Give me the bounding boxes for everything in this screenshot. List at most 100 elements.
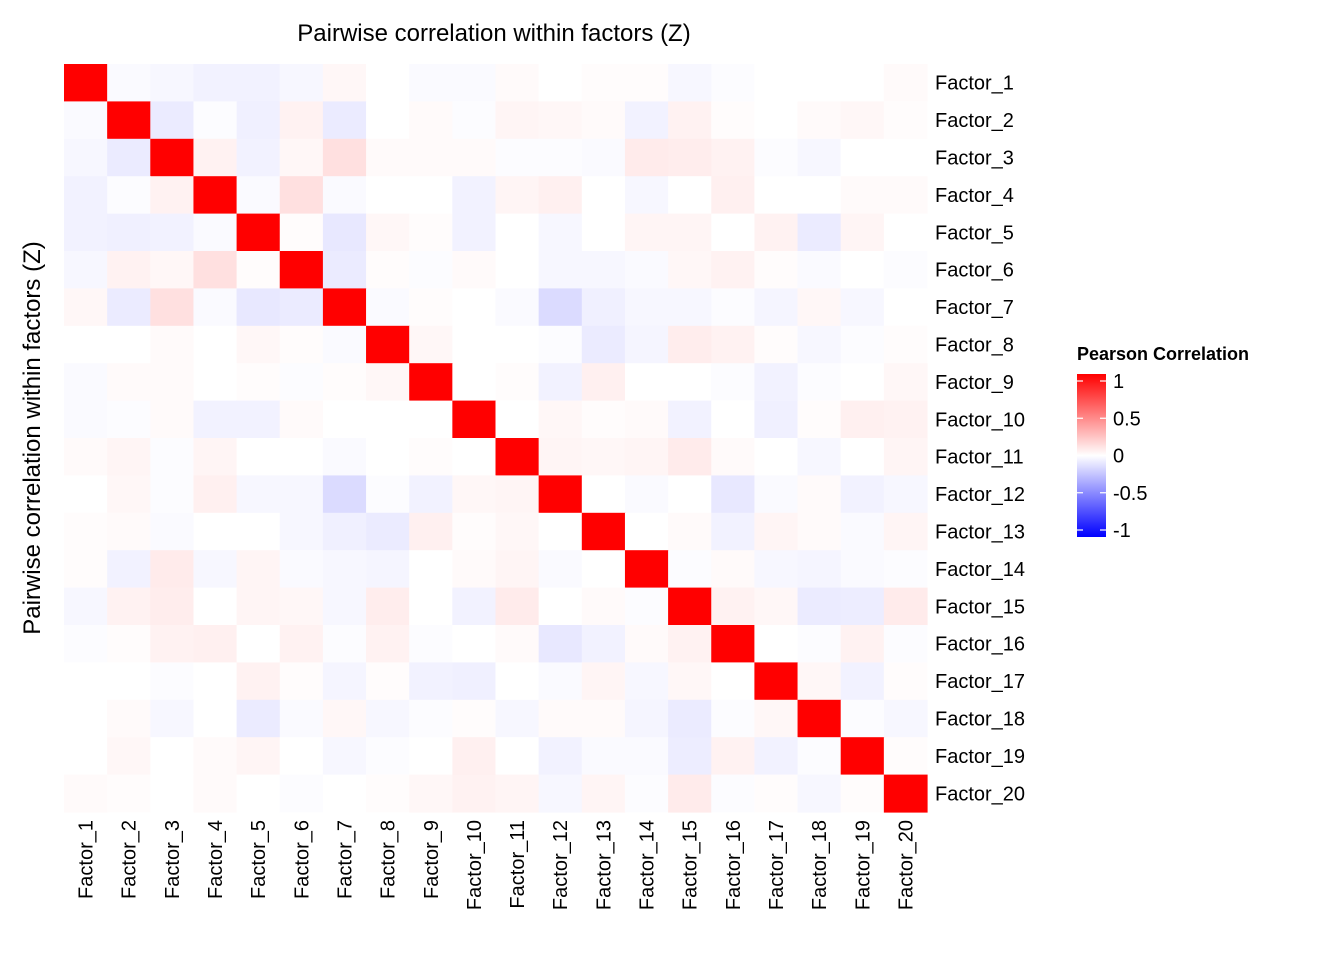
heatmap-cell — [236, 176, 281, 215]
heatmap-cell — [64, 363, 108, 402]
heatmap-cell — [538, 737, 583, 776]
x-tick-label: Factor_12 — [550, 820, 572, 910]
heatmap-cell — [624, 475, 669, 514]
heatmap-cell — [279, 512, 324, 551]
heatmap-cell — [668, 363, 712, 402]
heatmap-cell — [150, 512, 195, 551]
heatmap-cell — [495, 662, 540, 701]
heatmap-cell — [495, 288, 540, 327]
heatmap-cell — [279, 213, 324, 252]
heatmap-cell — [538, 363, 583, 402]
heatmap-cell — [495, 699, 540, 738]
heatmap-cell — [581, 213, 626, 252]
heatmap-cell — [711, 325, 755, 364]
heatmap-cell — [538, 699, 583, 738]
heatmap-cells — [64, 64, 928, 813]
heatmap-cell — [538, 512, 583, 551]
heatmap-cell — [711, 737, 755, 776]
heatmap-cell — [107, 475, 151, 514]
heatmap-cell — [538, 213, 583, 252]
heatmap-cell — [150, 325, 195, 364]
heatmap-cell — [840, 101, 885, 140]
heatmap-cell — [107, 699, 151, 738]
heatmap-cell — [668, 737, 712, 776]
heatmap-cell — [236, 550, 281, 589]
heatmap-cell — [150, 101, 195, 140]
heatmap-cell — [668, 587, 712, 626]
heatmap-cell — [840, 288, 885, 327]
heatmap-cell — [581, 400, 626, 439]
heatmap-cell — [150, 251, 195, 289]
heatmap-cell — [754, 737, 799, 776]
heatmap-cell — [322, 512, 367, 551]
heatmap-cell — [495, 512, 540, 551]
heatmap-cell — [538, 662, 583, 701]
legend-tick-label: 1 — [1113, 371, 1124, 393]
heatmap-cell — [495, 774, 540, 813]
heatmap-cell — [236, 101, 281, 140]
heatmap-cell — [581, 101, 626, 140]
heatmap-cell — [409, 325, 453, 364]
heatmap-cell — [581, 363, 626, 402]
heatmap-cell — [581, 251, 626, 289]
heatmap-cell — [711, 251, 755, 289]
heatmap-cell — [797, 101, 842, 140]
heatmap-cell — [624, 400, 669, 439]
heatmap-cell — [495, 325, 540, 364]
heatmap-cell — [883, 625, 928, 663]
x-tick-label: Factor_14 — [637, 820, 659, 910]
heatmap-cell — [495, 213, 540, 252]
heatmap-cell — [883, 662, 928, 701]
heatmap-cell — [150, 550, 195, 589]
heatmap-cell — [64, 737, 108, 776]
y-tick-labels: Factor_1 Factor_2 Factor_3 Factor_4 Factor_5… — [935, 73, 1025, 806]
heatmap-cell — [409, 512, 453, 551]
y-tick-label: Factor_8 — [935, 335, 1014, 357]
heatmap-cell — [581, 475, 626, 514]
heatmap-cell — [668, 138, 712, 177]
heatmap-cell — [366, 550, 410, 589]
heatmap-cell — [624, 699, 669, 738]
heatmap-cell — [279, 475, 324, 514]
heatmap-cell — [581, 662, 626, 701]
heatmap-cell — [322, 101, 367, 140]
heatmap-cell — [64, 325, 108, 364]
heatmap-cell — [797, 325, 842, 364]
heatmap-cell — [409, 101, 453, 140]
heatmap-cell — [754, 176, 799, 215]
heatmap-cell — [64, 438, 108, 476]
chart-title: Pairwise correlation within factors (Z) — [297, 20, 690, 47]
heatmap-cell — [495, 363, 540, 402]
heatmap-cell — [711, 475, 755, 514]
heatmap-cell — [366, 213, 410, 252]
heatmap-cell — [236, 138, 281, 177]
heatmap-cell — [409, 587, 453, 626]
x-tick-label: Factor_20 — [895, 820, 917, 910]
heatmap-cell — [279, 176, 324, 215]
heatmap-cell — [883, 587, 928, 626]
x-tick-label: Factor_8 — [378, 820, 400, 899]
heatmap-cell — [668, 400, 712, 439]
heatmap-cell — [581, 512, 626, 551]
heatmap-cell — [754, 288, 799, 327]
heatmap-cell — [64, 251, 108, 289]
heatmap-cell — [64, 213, 108, 252]
y-tick-label: Factor_9 — [935, 372, 1014, 394]
heatmap-cell — [107, 101, 151, 140]
heatmap-cell — [797, 251, 842, 289]
heatmap-cell — [409, 176, 453, 215]
heatmap-cell — [711, 550, 755, 589]
heatmap-cell — [150, 138, 195, 177]
heatmap-cell — [279, 550, 324, 589]
heatmap-cell — [193, 512, 238, 551]
heatmap-cell — [452, 512, 497, 551]
heatmap-cell — [883, 176, 928, 215]
x-tick-label: Factor_3 — [162, 820, 184, 899]
heatmap-cell — [754, 325, 799, 364]
heatmap-cell — [409, 625, 453, 663]
heatmap-cell — [624, 550, 669, 589]
x-tick-label: Factor_17 — [766, 820, 788, 910]
heatmap-cell — [452, 251, 497, 289]
heatmap-cell — [797, 176, 842, 215]
